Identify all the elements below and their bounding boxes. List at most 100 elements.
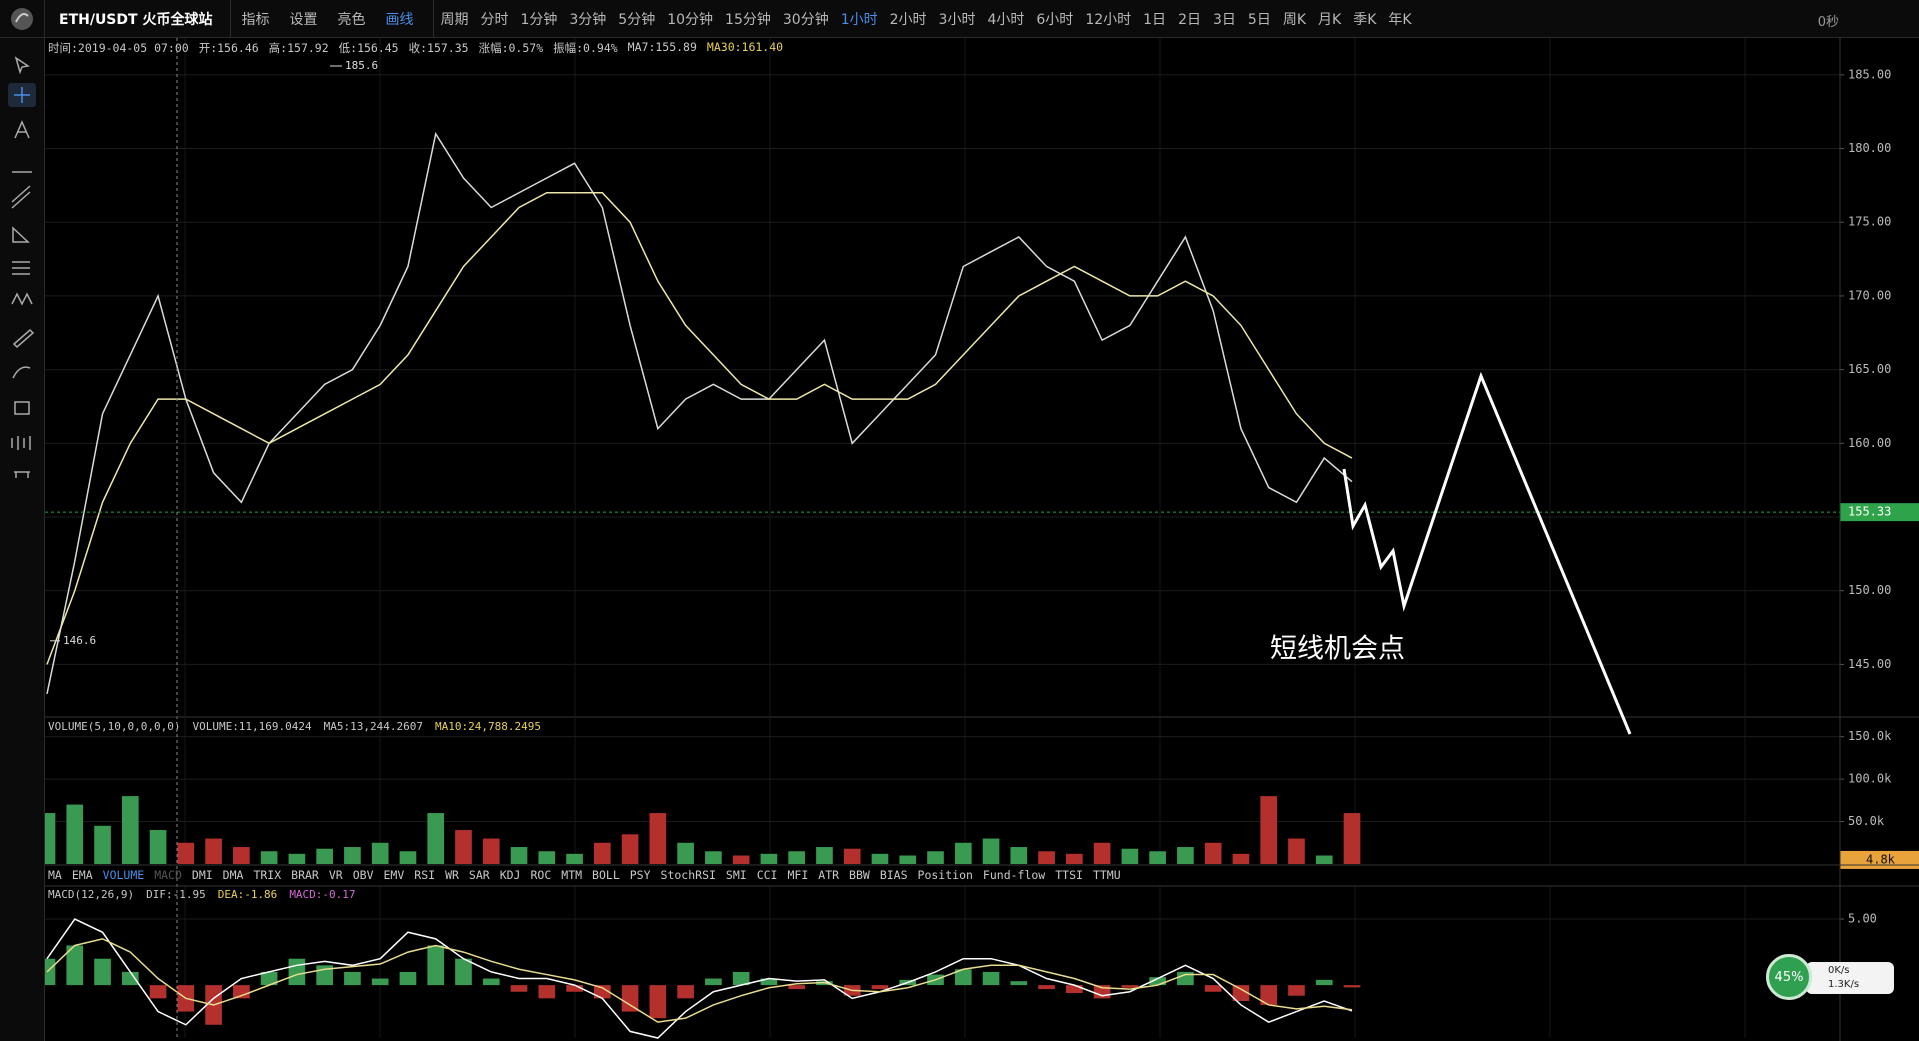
period-button[interactable]: 季K: [1353, 11, 1377, 28]
indicator-tab[interactable]: SMI: [725, 868, 747, 882]
indicator-tab[interactable]: ROC: [530, 868, 552, 882]
indicator-tab[interactable]: BBW: [849, 868, 870, 882]
indicator-tab[interactable]: MACD: [154, 868, 182, 882]
crosshair-tool[interactable]: [14, 87, 30, 103]
indicator-tab[interactable]: TTSI: [1055, 868, 1083, 882]
volume-bar: [1149, 851, 1166, 864]
volume-bar: [121, 796, 139, 864]
text-tool[interactable]: [14, 120, 30, 139]
volume-bar: [871, 853, 889, 864]
indicator-tab[interactable]: DMI: [191, 868, 213, 882]
last-volume-label: 4.8k: [1866, 852, 1896, 866]
y-tick-label: 160.00: [1848, 436, 1891, 450]
indicator-tab[interactable]: PSY: [629, 868, 651, 882]
indicator-tab[interactable]: TTMU: [1092, 868, 1121, 882]
macd-bar: [94, 958, 111, 986]
indicator-tab[interactable]: CCI: [756, 868, 778, 882]
tool-button[interactable]: 亮色: [337, 11, 366, 28]
period-button[interactable]: 15分钟: [725, 11, 771, 28]
indicator-tab[interactable]: MTM: [561, 868, 583, 882]
volume-bar: [593, 842, 611, 864]
lock-tool[interactable]: [14, 401, 30, 415]
period-button[interactable]: 4小时: [987, 11, 1025, 28]
volume-bar: [1288, 838, 1305, 864]
indicator-tab[interactable]: DMA: [222, 868, 244, 882]
period-button[interactable]: 周K: [1282, 11, 1307, 28]
volume-bar: [954, 842, 972, 864]
volume-bar: [1343, 813, 1361, 864]
cursor-tool[interactable]: [14, 56, 30, 75]
visibility-tool[interactable]: [11, 436, 31, 450]
tool-button[interactable]: 设置: [289, 11, 318, 28]
indicator-tab[interactable]: BIAS: [879, 868, 908, 882]
symbol[interactable]: ETH/USDT 火币全球站: [45, 0, 232, 38]
period-button[interactable]: 1分钟: [520, 11, 558, 28]
period-button[interactable]: 2小时: [889, 11, 927, 28]
indicator-tab[interactable]: EMV: [383, 868, 405, 882]
period-button[interactable]: 1日: [1143, 11, 1167, 28]
volume-bar: [427, 813, 445, 864]
indicator-tab[interactable]: MA: [48, 868, 62, 882]
period-button[interactable]: 6小时: [1036, 11, 1074, 28]
macd-bar: [399, 971, 417, 986]
period-button[interactable]: 30分钟: [782, 11, 829, 28]
macd-bar: [288, 958, 306, 986]
brush-tool[interactable]: [12, 366, 31, 379]
volume-bar: [566, 853, 583, 864]
period-label[interactable]: 周期: [440, 11, 469, 28]
indicator-tab[interactable]: EMA: [71, 868, 93, 882]
logo: [0, 0, 45, 38]
measure-tool[interactable]: [12, 328, 35, 349]
macd-bar: [538, 985, 556, 999]
period-button[interactable]: 5分钟: [618, 11, 656, 28]
indicator-tab[interactable]: OBV: [352, 868, 374, 882]
period-button[interactable]: 年K: [1388, 11, 1412, 28]
period-button[interactable]: 10分钟: [667, 11, 714, 28]
macd-bar: [427, 945, 445, 986]
period-button[interactable]: 2日: [1178, 11, 1201, 28]
indicator-tab[interactable]: VR: [328, 868, 343, 882]
tool-button[interactable]: 画线: [385, 11, 414, 28]
period-button[interactable]: 分时: [480, 11, 509, 28]
shape-tool[interactable]: [12, 226, 30, 243]
indicator-tab[interactable]: WR: [445, 868, 459, 882]
indicator-tab[interactable]: StochRSI: [660, 868, 716, 882]
indicator-tab[interactable]: TRIX: [253, 868, 282, 882]
indicator-tab[interactable]: Position: [917, 868, 973, 882]
indicator-tab[interactable]: Fund-flow: [982, 868, 1046, 882]
memory-percent[interactable]: 45%: [1766, 954, 1812, 1000]
indicator-tab[interactable]: ATR: [818, 868, 840, 882]
period-button[interactable]: 5日: [1247, 11, 1271, 28]
y-tick-label: 150.0k: [1848, 729, 1892, 743]
volume-bar: [982, 838, 1000, 864]
macd-bar: [1204, 985, 1222, 992]
indicator-tab[interactable]: KDJ: [499, 868, 521, 882]
fib-tool[interactable]: [12, 261, 30, 275]
period-button[interactable]: 1小时: [840, 11, 878, 28]
volume-bar: [1232, 853, 1250, 864]
volume-bar: [843, 848, 861, 864]
period-button[interactable]: 月K: [1318, 11, 1342, 28]
period-button[interactable]: 3小时: [938, 11, 976, 28]
download-speed: 1.3K/s: [1828, 979, 1860, 990]
macd-bar: [1010, 981, 1028, 986]
indicator-tab[interactable]: SAR: [468, 868, 490, 882]
indicator-tab[interactable]: MFI: [787, 868, 809, 882]
indicator-tab[interactable]: RSI: [414, 868, 436, 882]
period-group: 周期 分时 1分钟 3分钟 5分钟 10分钟 15分钟 30分钟 1小时 2小时 3小时 4小时 6小…: [434, 0, 1417, 38]
period-button[interactable]: 12小时: [1085, 11, 1132, 28]
tool-button[interactable]: 指标: [241, 11, 270, 28]
indicator-tab[interactable]: BOLL: [592, 868, 620, 882]
delete-tool[interactable]: [14, 471, 30, 487]
period-button[interactable]: 3分钟: [569, 11, 607, 28]
macd-bar: [566, 985, 583, 992]
indicator-tab[interactable]: VOLUME: [102, 868, 145, 882]
period-button[interactable]: 3日: [1212, 11, 1236, 28]
channel-tool[interactable]: [11, 185, 31, 209]
top-toolbar: ETH/USDT 火币全球站 指标 设置 亮色 画线 周期 分时 1分钟 3分钟 5分钟 10…: [0, 0, 1919, 38]
macd-bar: [1315, 979, 1333, 986]
indicator-tab[interactable]: BRAR: [291, 868, 319, 882]
pattern-tool[interactable]: [11, 292, 33, 306]
